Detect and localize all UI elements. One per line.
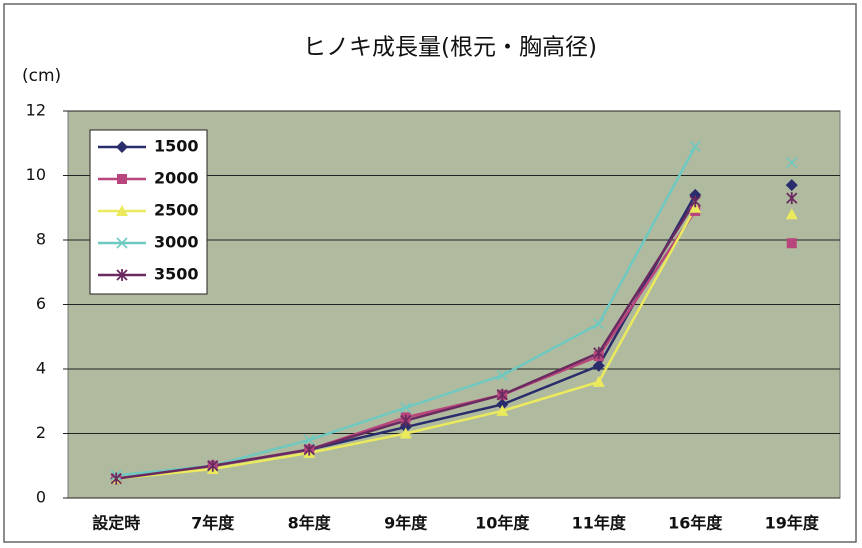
marker <box>496 369 508 382</box>
y-tick-label: 0 <box>36 488 46 507</box>
legend-label: 2500 <box>154 201 199 220</box>
y-tick-label: 2 <box>36 423 46 442</box>
marker <box>785 179 798 192</box>
marker <box>689 195 701 208</box>
marker <box>117 174 127 184</box>
x-tick-label: 16年度 <box>668 514 723 533</box>
marker <box>116 269 128 281</box>
marker <box>116 205 128 216</box>
x-tick-label: 8年度 <box>288 514 332 533</box>
legend-label: 3500 <box>154 265 199 284</box>
y-tick-label: 8 <box>36 230 46 249</box>
y-tick-label: 12 <box>26 101 46 120</box>
marker <box>116 237 128 249</box>
y-tick-label: 4 <box>36 359 46 378</box>
y-tick-label: 6 <box>36 294 46 313</box>
x-tick-label: 設定時 <box>92 514 140 533</box>
marker <box>496 388 508 401</box>
marker <box>207 459 219 472</box>
marker <box>303 443 315 456</box>
marker <box>785 208 798 220</box>
x-tick-label: 7年度 <box>191 514 235 533</box>
chart-title: ヒノキ成長量(根元・胸高径) <box>303 35 597 61</box>
marker <box>303 434 315 446</box>
x-tick-label: 10年度 <box>475 514 530 533</box>
marker <box>496 404 509 416</box>
y-tick-label: 10 <box>26 165 46 184</box>
marker <box>400 402 412 414</box>
legend-label: 2000 <box>154 169 199 188</box>
marker <box>786 238 797 249</box>
marker <box>399 427 412 439</box>
x-tick-label: 9年度 <box>384 514 428 533</box>
x-tick-label: 11年度 <box>572 514 627 533</box>
marker <box>593 346 605 359</box>
marker <box>496 398 509 411</box>
legend-label: 1500 <box>154 137 199 156</box>
marker <box>593 318 605 330</box>
marker <box>786 157 798 169</box>
x-tick-label: 19年度 <box>765 514 820 533</box>
marker <box>400 414 412 427</box>
marker <box>116 141 128 153</box>
y-axis-label: (cm) <box>22 66 61 86</box>
legend-label: 3000 <box>154 233 199 252</box>
marker <box>592 359 605 372</box>
marker <box>110 472 122 485</box>
marker <box>592 375 605 387</box>
marker <box>786 192 798 205</box>
marker <box>689 140 701 153</box>
